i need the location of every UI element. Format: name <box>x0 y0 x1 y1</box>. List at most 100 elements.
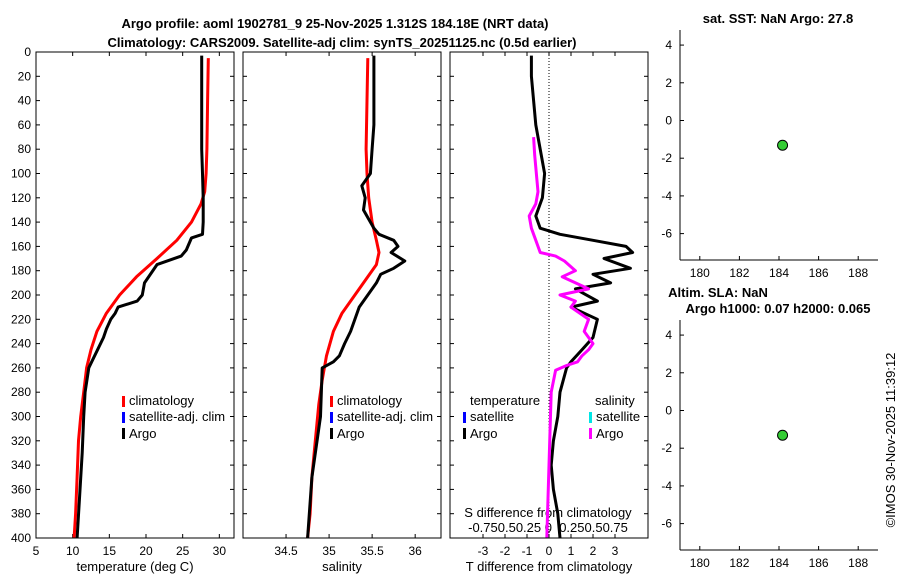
data-point-marker <box>777 139 789 151</box>
legend-label-climatology: climatology <box>337 393 403 408</box>
x-tick-label: 1 <box>568 544 575 558</box>
x-tick-label: -1 <box>522 544 533 558</box>
x-tick-label: 34.5 <box>274 544 298 558</box>
y-tick-label: 140 <box>11 215 31 229</box>
x-axis-label: T difference from climatology <box>466 559 633 574</box>
data-point-marker <box>777 429 789 441</box>
y-tick-label: 280 <box>11 385 31 399</box>
sal-legend: climatology satellite-adj. clim Argo <box>330 393 433 441</box>
legend-label-t-satellite: satellite <box>470 409 514 424</box>
legend-label-climatology: climatology <box>129 393 195 408</box>
legend-label-argo: Argo <box>337 426 364 441</box>
y-tick-label: -2 <box>661 151 672 165</box>
temp-legend: climatology satellite-adj. clim Argo <box>122 393 225 441</box>
series-line-argo <box>75 55 205 539</box>
x-tick-label: -2 <box>500 544 511 558</box>
sla-panel-title-line1: Altim. SLA: NaN <box>668 285 768 300</box>
legend-swatch-t-argo <box>463 428 466 439</box>
x-tick-label: 25 <box>176 544 190 558</box>
legend-swatch-t-satellite <box>463 412 466 423</box>
series-line-climatology <box>72 58 210 539</box>
y-tick-label: -6 <box>661 227 672 241</box>
legend-swatch-s-satellite <box>589 412 592 423</box>
x-tick-label: 20 <box>139 544 153 558</box>
x-tick-label: 36 <box>408 544 422 558</box>
y-tick-label: 300 <box>11 410 31 424</box>
x-tick-label: 35 <box>322 544 336 558</box>
y-tick-label: -6 <box>661 517 672 531</box>
x-tick-label: 182 <box>729 266 749 280</box>
x-tick-label: 188 <box>848 266 868 280</box>
legend-label-satellite: satellite-adj. clim <box>129 409 225 424</box>
x-tick-label: 30 <box>213 544 227 558</box>
panel-frame <box>35 51 235 539</box>
y-tick-label: 0 <box>24 45 31 59</box>
x-axis-label: temperature (deg C) <box>76 559 193 574</box>
y-tick-label: 4 <box>665 38 672 52</box>
series-line-t-argo <box>529 55 635 539</box>
panel-frame <box>242 51 442 539</box>
panel-frame <box>449 51 649 539</box>
legend-label-s-argo: Argo <box>596 426 623 441</box>
figure-title-line1: Argo profile: aoml 1902781_9 25-Nov-2025… <box>121 16 548 31</box>
legend-swatch-satellite <box>330 412 333 423</box>
x-tick-label: 186 <box>809 266 829 280</box>
y-tick-label: 4 <box>665 328 672 342</box>
legend-swatch-satellite <box>122 412 125 423</box>
legend-header-salinity: salinity <box>595 393 635 408</box>
sst-panel-title: sat. SST: NaN Argo: 27.8 <box>703 11 854 26</box>
figure-title-line2: Climatology: CARS2009. Satellite-adj cli… <box>108 35 577 50</box>
y-tick-label: -2 <box>661 441 672 455</box>
x-tick-label: 0 <box>546 544 553 558</box>
y-tick-label: 220 <box>11 312 31 326</box>
x-tick-label: -3 <box>478 544 489 558</box>
y-tick-label: 180 <box>11 264 31 278</box>
legend-label-argo: Argo <box>129 426 156 441</box>
y-tick-label: 60 <box>18 118 32 132</box>
y-tick-label: 80 <box>18 142 32 156</box>
legend-label-satellite: satellite-adj. clim <box>337 409 433 424</box>
y-tick-label: 240 <box>11 337 31 351</box>
y-tick-label: 160 <box>11 239 31 253</box>
y-tick-label: 2 <box>665 366 672 380</box>
y-tick-label: -4 <box>661 189 672 203</box>
x-tick-label: 2 <box>590 544 597 558</box>
y-tick-label: 260 <box>11 361 31 375</box>
plot-layer: 5 10 15 20 25 3002040608010012014016018020022… <box>11 30 878 574</box>
series-line-climatology <box>306 58 381 539</box>
x-tick-label: 5 <box>33 544 40 558</box>
y-tick-label: 340 <box>11 458 31 472</box>
y-tick-label: 100 <box>11 167 31 181</box>
y-tick-label: 120 <box>11 191 31 205</box>
timestamp-label: ©IMOS 30-Nov-2025 11:39:12 <box>883 353 898 528</box>
x-tick-label: 10 <box>66 544 80 558</box>
y-tick-label: 20 <box>18 69 32 83</box>
x-tick-label: 180 <box>690 266 710 280</box>
x-tick-label: 188 <box>848 556 868 570</box>
legend-swatch-argo <box>330 428 333 439</box>
legend-swatch-s-argo <box>589 428 592 439</box>
x-tick-label: 182 <box>729 556 749 570</box>
x-tick-label: 180 <box>690 556 710 570</box>
series-line-s-argo <box>527 137 595 539</box>
x-tick-label: 184 <box>769 266 789 280</box>
legend-swatch-climatology <box>330 396 333 407</box>
sla-panel-title-line2: Argo h1000: 0.07 h2000: 0.065 <box>686 301 871 316</box>
y-tick-label: 200 <box>11 288 31 302</box>
y-tick-label: -4 <box>661 479 672 493</box>
y-tick-label: 360 <box>11 482 31 496</box>
x-axis-label: salinity <box>322 559 362 574</box>
x-tick-label: 15 <box>103 544 117 558</box>
legend-swatch-climatology <box>122 396 125 407</box>
x-tick-label: 186 <box>809 556 829 570</box>
x-tick-label: 184 <box>769 556 789 570</box>
legend-swatch-argo <box>122 428 125 439</box>
y-tick-label: 2 <box>665 76 672 90</box>
y-tick-label: 380 <box>11 507 31 521</box>
y-tick-label: 0 <box>665 113 672 127</box>
y-tick-label: 0 <box>665 403 672 417</box>
series-line-argo <box>306 55 407 539</box>
legend-header-temperature: temperature <box>470 393 540 408</box>
y-tick-label: 320 <box>11 434 31 448</box>
legend-label-s-satellite: satellite <box>596 409 640 424</box>
